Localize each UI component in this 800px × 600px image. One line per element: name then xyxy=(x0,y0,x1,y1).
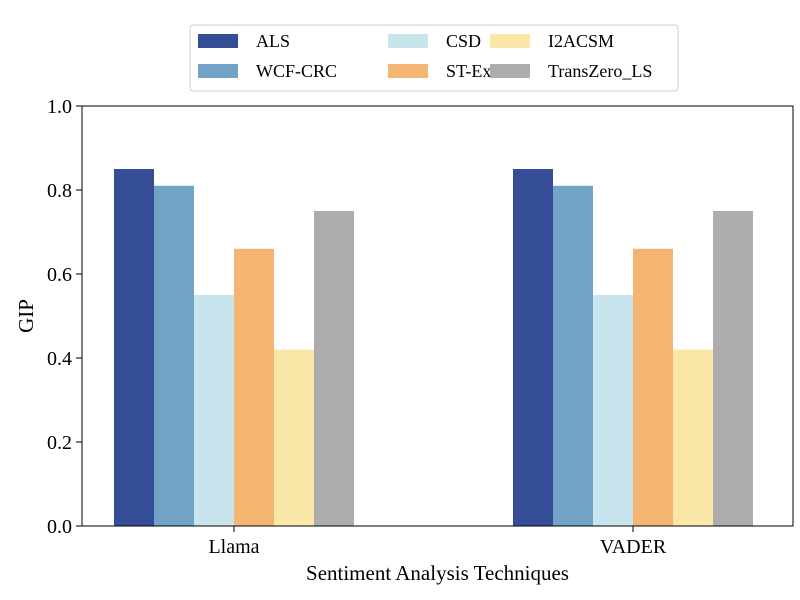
legend-label: ALS xyxy=(256,31,290,51)
x-tick-label-vader: VADER xyxy=(600,536,667,558)
legend-label: I2ACSM xyxy=(548,31,614,51)
y-tick-label: 0.2 xyxy=(47,432,72,454)
y-tick-label: 0.6 xyxy=(47,264,72,286)
legend-label: CSD xyxy=(446,31,481,51)
bar-als-llama xyxy=(114,169,154,526)
bars xyxy=(114,169,753,527)
bar-wcf-crc-llama xyxy=(154,185,194,527)
legend-swatch xyxy=(388,64,428,78)
x-tick-label-llama: Llama xyxy=(208,536,259,558)
legend-label: WCF-CRC xyxy=(256,61,337,81)
legend-box xyxy=(189,24,679,92)
legend-label: TransZero_LS xyxy=(548,61,652,81)
bar-csd-vader xyxy=(593,295,633,526)
legend-label: ST-Exa xyxy=(446,61,499,81)
y-tick-label: 1.0 xyxy=(47,96,72,118)
bar-transzero-ls-vader xyxy=(713,211,753,526)
bar-st-exa-llama xyxy=(234,248,274,527)
bar-wcf-crc-vader xyxy=(553,185,593,527)
y-axis-label: GIP xyxy=(14,299,38,333)
bar-i2acsm-vader xyxy=(673,349,713,526)
bar-csd-llama xyxy=(194,295,234,526)
legend-swatch xyxy=(490,64,530,78)
bar-i2acsm-llama xyxy=(274,349,314,526)
bar-als-vader xyxy=(513,169,553,526)
y-tick-label: 0.8 xyxy=(47,180,72,202)
legend: ALS WCF-CRC CSD ST-Exa I2ACSM TransZero_LS xyxy=(189,24,679,92)
legend-swatch xyxy=(490,34,530,48)
y-tick-label: 0.4 xyxy=(47,348,72,370)
legend-swatch xyxy=(198,34,238,48)
legend-swatch xyxy=(198,64,238,78)
plot-frame xyxy=(81,105,794,527)
bar-transzero-ls-llama xyxy=(314,211,354,526)
x-axis-label: Sentiment Analysis Techniques xyxy=(306,561,569,585)
x-axis: Llama VADER xyxy=(208,526,667,558)
y-tick-label: 0.0 xyxy=(47,516,72,538)
y-axis: 0.0 0.2 0.4 0.6 0.8 1.0 xyxy=(47,96,82,538)
bar-st-exa-vader xyxy=(633,248,673,527)
legend-swatch xyxy=(388,34,428,48)
